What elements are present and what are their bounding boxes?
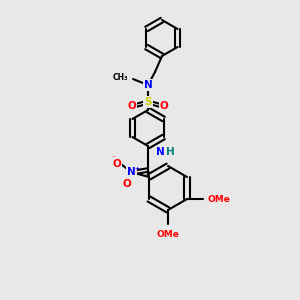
Text: +: + bbox=[134, 166, 139, 171]
Text: OMe: OMe bbox=[207, 194, 230, 203]
Text: OMe: OMe bbox=[157, 230, 179, 239]
Text: O: O bbox=[112, 159, 121, 169]
Text: N: N bbox=[127, 167, 135, 177]
Text: N: N bbox=[144, 80, 152, 90]
Text: NH: NH bbox=[156, 147, 173, 157]
Text: O: O bbox=[160, 101, 168, 111]
Text: H: H bbox=[166, 147, 175, 157]
Text: S: S bbox=[144, 97, 152, 107]
Text: O: O bbox=[128, 167, 136, 177]
Text: O: O bbox=[128, 101, 136, 111]
Text: ⁻: ⁻ bbox=[111, 153, 115, 162]
Text: O: O bbox=[123, 179, 131, 189]
Text: CH₃: CH₃ bbox=[112, 73, 128, 82]
